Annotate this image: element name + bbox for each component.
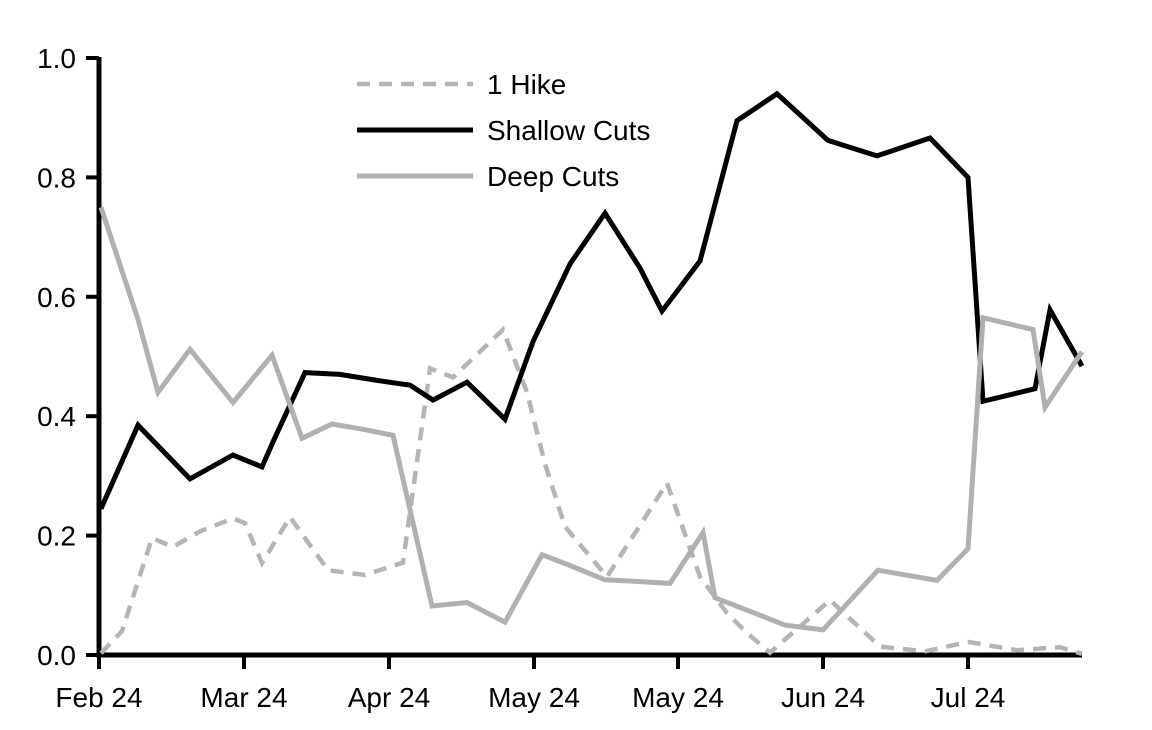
series-line-1-hike: [99, 325, 1083, 656]
series-line-deep-cuts: [98, 206, 1085, 633]
y-tick-label-0.2: 0.2: [37, 521, 76, 552]
y-tick-label-1.0: 1.0: [37, 43, 76, 74]
x-tick-label-0-feb-24: Feb 24: [55, 682, 142, 713]
x-tick-label-1-mar-24: Mar 24: [200, 682, 287, 713]
x-tick-label-5-jun-24: Jun 24: [781, 682, 865, 713]
y-tick-label-0.8: 0.8: [37, 162, 76, 193]
axes-layer: 0.0 0.2 0.4 0.6 0.8 1.0 Feb 24 Mar 24 Apr 24 May …: [37, 43, 1082, 713]
x-tick-label-4-may-24: May 24: [632, 682, 724, 713]
axis-spine: [96, 57, 1082, 658]
legend-layer: 1 Hike Shallow Cuts Deep Cuts: [357, 69, 650, 192]
y-tick-label-0.4: 0.4: [37, 401, 76, 432]
x-tick-label-2-apr-24: Apr 24: [348, 682, 431, 713]
series-layer: [98, 90, 1085, 656]
y-tick-label-0.6: 0.6: [37, 282, 76, 313]
x-tick-label-6-jul-24: Jul 24: [931, 682, 1006, 713]
y-tick-label-0.0: 0.0: [37, 640, 76, 671]
series-line-shallow-cuts: [98, 90, 1085, 510]
legend-label-1-hike: 1 Hike: [487, 69, 566, 100]
legend-label-shallow-cuts: Shallow Cuts: [487, 115, 650, 146]
legend-label-deep-cuts: Deep Cuts: [487, 161, 619, 192]
x-tick-label-3-may-24: May 24: [488, 682, 580, 713]
